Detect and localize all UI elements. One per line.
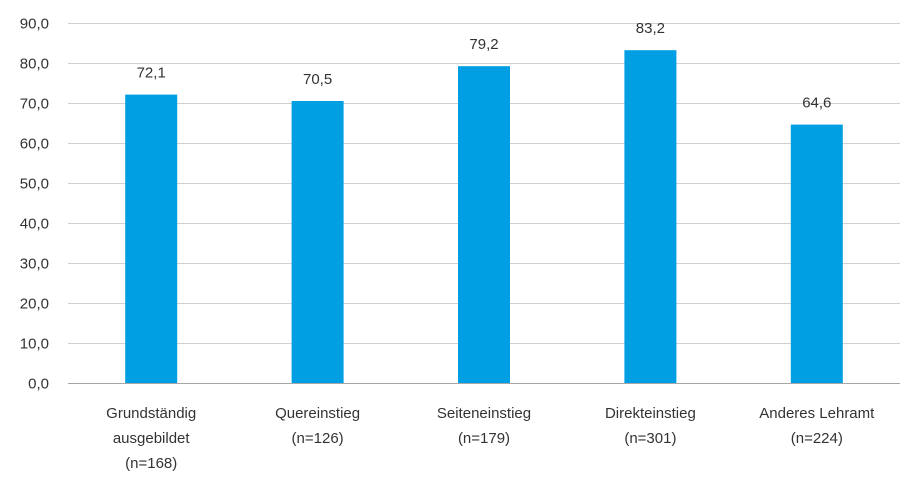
y-tick-label: 70,0 [20, 96, 49, 113]
x-category-label-line: ausgebildet [113, 430, 191, 447]
bar [624, 50, 677, 383]
x-category-label-line: Quereinstieg [275, 405, 360, 422]
y-tick-label: 10,0 [20, 336, 49, 353]
bar-value-label: 79,2 [469, 36, 498, 53]
y-tick-label: 0,0 [28, 376, 49, 393]
x-category-label-line: (n=179) [458, 430, 510, 447]
x-category-label-line: Grundständig [106, 405, 196, 422]
x-category-label-line: (n=224) [791, 430, 843, 447]
bar-value-label: 70,5 [303, 71, 332, 88]
x-category-label-line: Anderes Lehramt [759, 405, 875, 422]
bar-value-label: 64,6 [802, 95, 831, 112]
x-category-label: Quereinstieg (n=126) [275, 405, 360, 447]
y-tick-label: 30,0 [20, 256, 49, 273]
bar [458, 66, 510, 383]
bar [291, 101, 344, 383]
bar [790, 124, 843, 383]
bar-value-label: 83,2 [636, 20, 665, 37]
y-tick-label: 20,0 [20, 296, 49, 313]
y-tick-label: 80,0 [20, 56, 49, 73]
bar [125, 94, 178, 383]
y-tick-label: 90,0 [20, 16, 49, 33]
x-category-label-line: (n=168) [125, 455, 177, 472]
x-category-label-line: Direkteinstieg [605, 405, 696, 422]
x-category-label: Anderes Lehramt (n=224) [759, 405, 875, 447]
y-tick-label: 50,0 [20, 176, 49, 193]
data-labels: 72,1 70,5 79,2 83,2 64,6 [137, 20, 832, 111]
bar-value-label: 72,1 [137, 65, 166, 82]
y-tick-label: 40,0 [20, 216, 49, 233]
x-category-label-line: (n=126) [292, 430, 344, 447]
x-category-label: Direkteinstieg (n=301) [605, 405, 696, 447]
y-tick-label: 60,0 [20, 136, 49, 153]
x-category-label-line: (n=301) [624, 430, 676, 447]
x-category-label-line: Seiteneinstieg [437, 405, 531, 422]
y-axis-ticks: 0,0 10,0 20,0 30,0 40,0 50,0 60,0 70,0 80,0 90,0 [20, 16, 49, 393]
bars-layer [125, 50, 843, 383]
x-category-label: Seiteneinstieg (n=179) [437, 405, 531, 447]
x-axis-categories: Grundständig ausgebildet (n=168) Quereinsti… [106, 405, 875, 472]
x-category-label: Grundständig ausgebildet (n=168) [106, 405, 196, 472]
